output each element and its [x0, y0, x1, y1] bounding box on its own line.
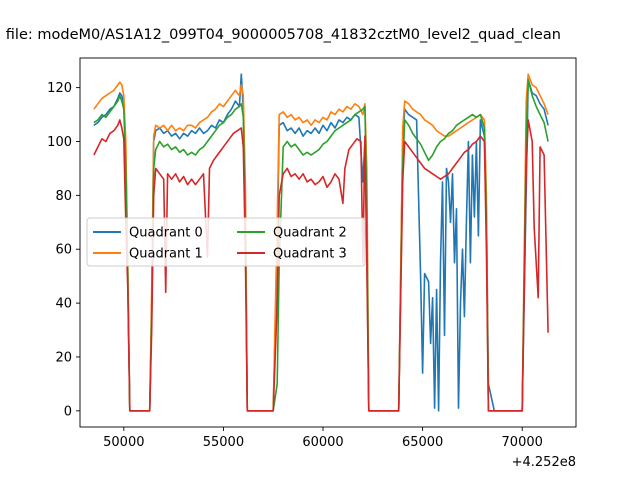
legend-label-quadrant-3: Quadrant 3	[273, 247, 347, 262]
series-layer	[93, 73, 549, 412]
x-tick-label: 55000	[203, 435, 244, 450]
series-line-quadrant-3	[93, 119, 549, 412]
y-axis: 0 20 40 60 80 100 120	[47, 81, 80, 419]
chart-title: n file: modeM0/AS1A12_099T04_9000005708_…	[0, 27, 561, 43]
y-tick-label: 20	[55, 350, 72, 365]
legend-label-quadrant-1: Quadrant 1	[129, 247, 203, 262]
legend-box	[86, 217, 366, 267]
x-tick-label: 70000	[502, 435, 543, 450]
legend: Quadrant 0 Quadrant 1 Quadrant 2 Quadrant 3	[86, 217, 366, 267]
legend-label-quadrant-2: Quadrant 2	[273, 226, 347, 241]
y-tick-label: 100	[47, 135, 72, 150]
series-line-quadrant-0	[93, 73, 549, 412]
x-tick-label: 60000	[302, 435, 343, 450]
y-tick-label: 60	[55, 243, 72, 258]
plot-frame	[79, 57, 577, 428]
x-axis: 50000 55000 60000 65000 70000	[103, 427, 543, 450]
y-tick-label: 80	[55, 189, 72, 204]
x-tick-label: 65000	[402, 435, 443, 450]
legend-label-quadrant-0: Quadrant 0	[129, 226, 203, 241]
x-tick-label: 50000	[103, 435, 144, 450]
series-line-quadrant-2	[93, 78, 549, 412]
y-tick-label: 0	[64, 404, 72, 419]
y-tick-label: 120	[47, 81, 72, 96]
x-axis-offset-label: +4.252e8	[512, 455, 576, 470]
series-line-quadrant-1	[93, 73, 549, 412]
y-tick-label: 40	[55, 297, 72, 312]
